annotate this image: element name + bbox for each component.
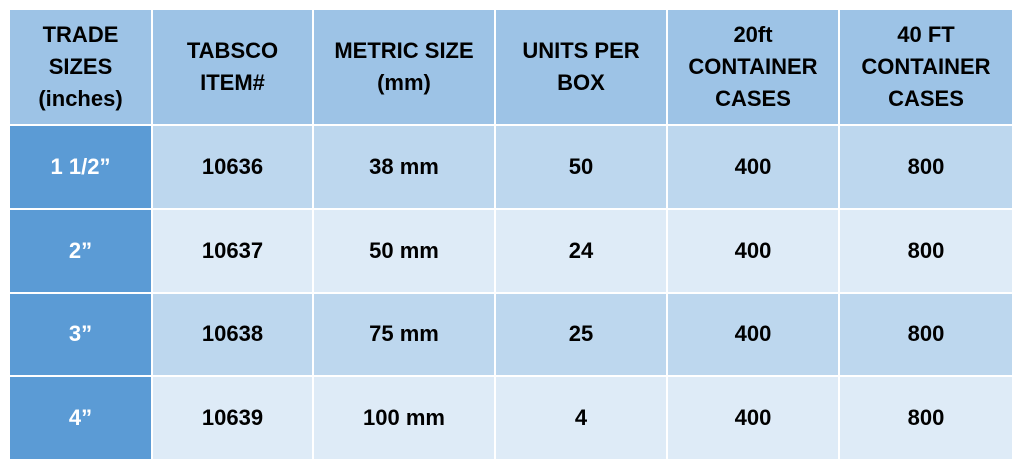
40ft-cases-cell: 800 <box>840 126 1012 208</box>
table-row: 1 1/2” 10636 38 mm 50 400 800 <box>10 126 1012 208</box>
header-trade-sizes: TRADE SIZES (inches) <box>10 10 151 124</box>
units-per-box-cell: 4 <box>496 377 666 459</box>
header-metric-size: METRIC SIZE (mm) <box>314 10 494 124</box>
item-number-cell: 10639 <box>153 377 312 459</box>
20ft-cases-cell: 400 <box>668 209 838 292</box>
20ft-cases-cell: 400 <box>668 126 838 208</box>
item-number-cell: 10638 <box>153 293 312 376</box>
20ft-cases-cell: 400 <box>668 293 838 376</box>
header-40ft-container-cases: 40 FT CONTAINER CASES <box>840 10 1012 124</box>
product-table-container: TRADE SIZES (inches) TABSCO ITEM# METRIC… <box>8 8 1012 461</box>
trade-size-cell: 2” <box>10 209 151 292</box>
40ft-cases-cell: 800 <box>840 293 1012 376</box>
metric-size-cell: 75 mm <box>314 293 494 376</box>
item-number-cell: 10637 <box>153 209 312 292</box>
20ft-cases-cell: 400 <box>668 377 838 459</box>
header-20ft-container-cases: 20ft CONTAINER CASES <box>668 10 838 124</box>
header-row: TRADE SIZES (inches) TABSCO ITEM# METRIC… <box>10 10 1012 124</box>
table-row: 2” 10637 50 mm 24 400 800 <box>10 209 1012 292</box>
metric-size-cell: 38 mm <box>314 126 494 208</box>
40ft-cases-cell: 800 <box>840 377 1012 459</box>
header-units-per-box: UNITS PER BOX <box>496 10 666 124</box>
trade-size-cell: 4” <box>10 377 151 459</box>
table-row: 3” 10638 75 mm 25 400 800 <box>10 293 1012 376</box>
units-per-box-cell: 24 <box>496 209 666 292</box>
table-row: 4” 10639 100 mm 4 400 800 <box>10 377 1012 459</box>
40ft-cases-cell: 800 <box>840 209 1012 292</box>
header-tabsco-item: TABSCO ITEM# <box>153 10 312 124</box>
item-number-cell: 10636 <box>153 126 312 208</box>
trade-size-cell: 3” <box>10 293 151 376</box>
metric-size-cell: 100 mm <box>314 377 494 459</box>
metric-size-cell: 50 mm <box>314 209 494 292</box>
units-per-box-cell: 25 <box>496 293 666 376</box>
units-per-box-cell: 50 <box>496 126 666 208</box>
product-table: TRADE SIZES (inches) TABSCO ITEM# METRIC… <box>8 8 1014 461</box>
trade-size-cell: 1 1/2” <box>10 126 151 208</box>
